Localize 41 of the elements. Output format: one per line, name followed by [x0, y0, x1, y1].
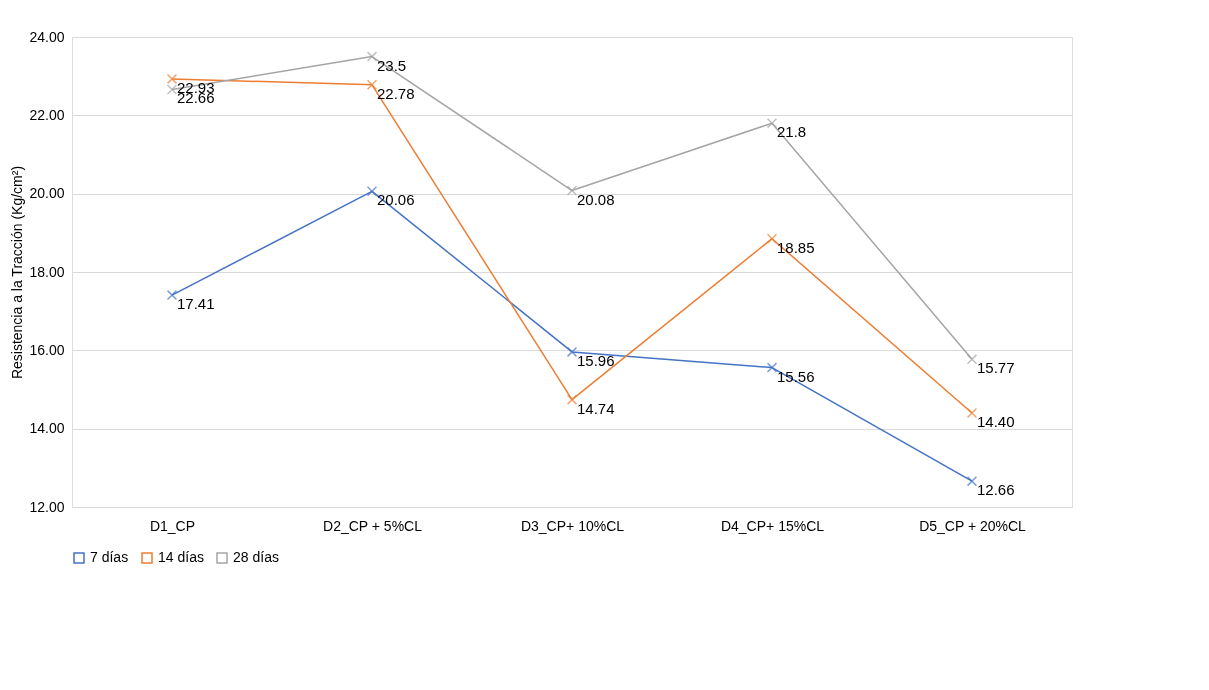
data-label: 20.08 — [577, 190, 615, 208]
data-label: 17.41 — [177, 295, 215, 313]
point — [966, 354, 978, 365]
point — [566, 394, 578, 405]
x-tick-label: D5_CP + 20%CL — [919, 517, 1027, 534]
data-label: 14.40 — [977, 413, 1015, 430]
point — [966, 475, 978, 487]
point — [166, 289, 178, 301]
data-label: 15.77 — [977, 359, 1015, 377]
y-tick-label: 14.00 — [29, 420, 65, 437]
y-tick-label: 18.00 — [29, 263, 65, 280]
legend-label: 14 días — [158, 549, 204, 565]
x-tick-label: D4_CP+ 15%CL — [720, 517, 825, 534]
point — [166, 84, 178, 95]
point — [366, 79, 378, 91]
point — [766, 362, 778, 373]
point — [966, 407, 978, 419]
x-tick-label: D3_CP+ 10%CL — [520, 517, 625, 534]
data-label: 15.96 — [577, 351, 615, 369]
point — [366, 51, 378, 62]
point — [766, 117, 778, 129]
point — [166, 73, 178, 85]
point — [766, 233, 778, 244]
y-tick-label: 22.00 — [29, 106, 65, 123]
legend-label: 7 días — [90, 549, 129, 565]
point — [566, 346, 578, 358]
legend-label: 28 días — [233, 549, 279, 565]
y-tick-label: 24.00 — [29, 28, 65, 45]
y-tick-label: 16.00 — [29, 341, 65, 358]
y-tick-label: 12.00 — [29, 498, 65, 515]
x-tick-label: D1_CP — [149, 517, 196, 534]
x-tick-label: D2_CP + 5%CL — [323, 517, 423, 534]
y-axis-title: Resistencia a la Tracción (Kg/cm²) — [9, 165, 26, 380]
point — [566, 185, 578, 196]
data-label: 21.8 — [777, 123, 807, 141]
data-label: 12.66 — [977, 481, 1015, 499]
data-label: 14.74 — [577, 399, 615, 417]
point — [366, 186, 378, 197]
data-label: 22.78 — [377, 84, 415, 102]
y-tick-label: 20.00 — [29, 185, 65, 202]
data-label: 23.5 — [377, 56, 407, 74]
